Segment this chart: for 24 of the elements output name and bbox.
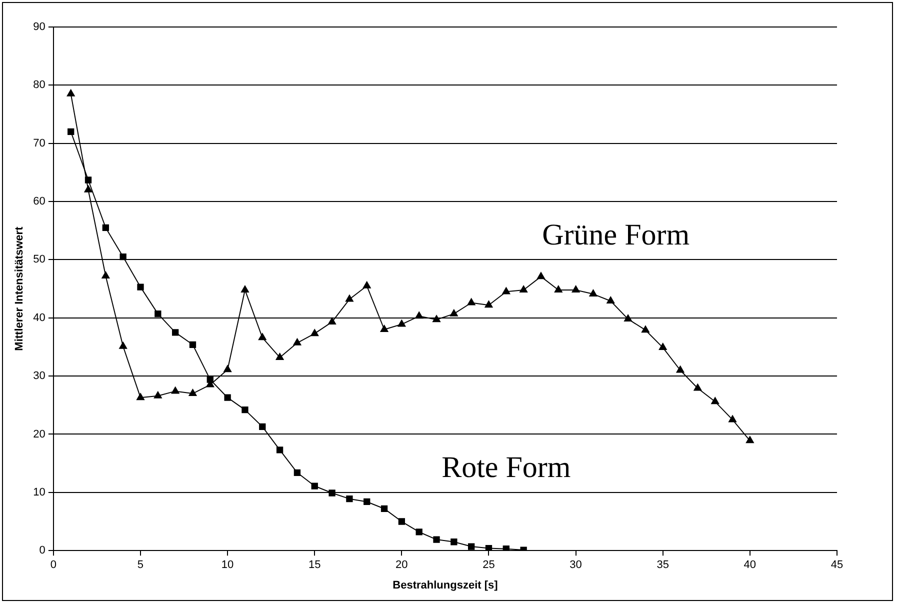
y-tick-label: 30 — [33, 370, 46, 382]
x-tick-label: 35 — [656, 559, 669, 572]
y-tick-label: 0 — [39, 544, 46, 557]
series-label: Grüne Form — [542, 218, 690, 252]
x-tick-label: 25 — [482, 559, 495, 572]
x-tick-label: 0 — [50, 559, 56, 572]
y-tick-label: 60 — [33, 196, 46, 208]
y-axis-title: Mittlerer Intensitätswert — [14, 226, 26, 351]
x-tick-label: 40 — [744, 559, 756, 572]
y-tick-label: 80 — [33, 79, 46, 92]
y-tick-label: 90 — [33, 21, 46, 34]
x-tick-label: 10 — [221, 559, 234, 572]
y-tick-label: 10 — [33, 486, 46, 498]
x-tick-label: 15 — [308, 559, 321, 572]
y-tick-label: 40 — [33, 312, 46, 324]
x-tick-label: 30 — [570, 559, 582, 572]
y-tick-label: 20 — [33, 428, 46, 440]
x-tick-label: 5 — [137, 559, 144, 572]
y-tick-label: 50 — [33, 254, 46, 266]
x-tick-label: 20 — [396, 559, 408, 572]
x-axis-title: Bestrahlungszeit [s] — [392, 579, 498, 592]
series-label: Rote Form — [442, 451, 571, 484]
x-tick-label: 45 — [830, 559, 844, 572]
y-tick-label: 70 — [33, 137, 46, 150]
